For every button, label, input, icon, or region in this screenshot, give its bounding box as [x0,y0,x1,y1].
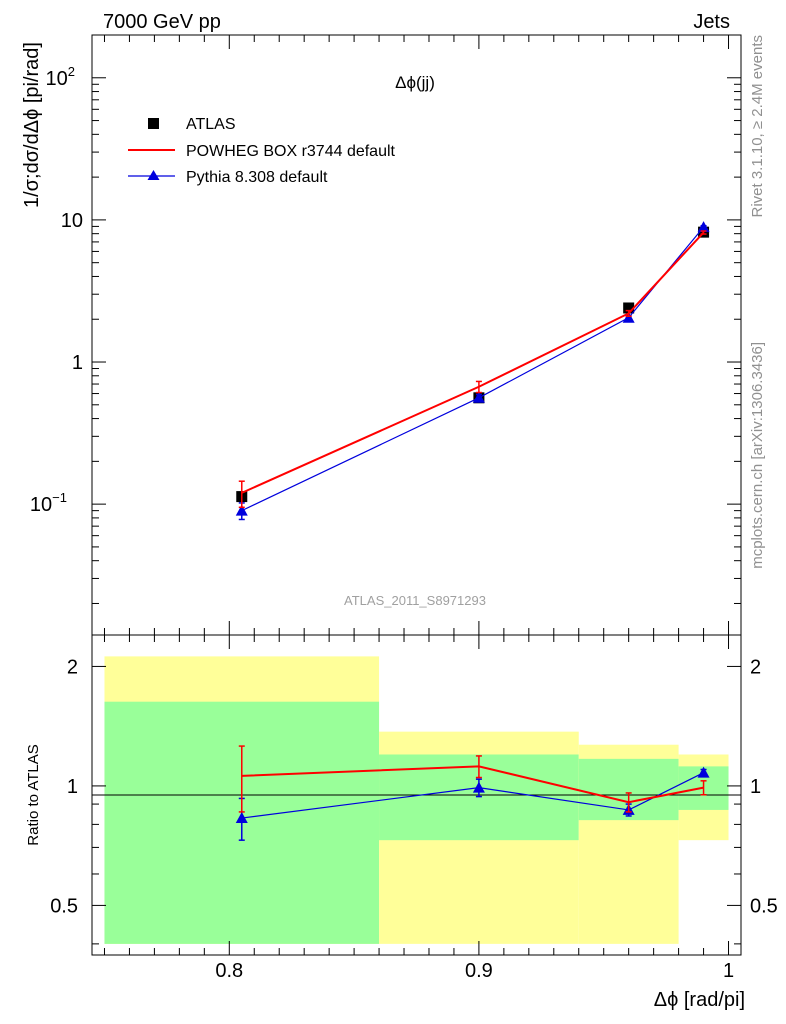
mcplots-label: mcplots.cern.ch [arXiv:1306.3436] [749,342,766,569]
y-tick-label-right: 1 [750,776,761,798]
main-x-ticks [103,35,730,635]
pythia-ratio-point [235,812,248,824]
pythia-line [241,226,705,512]
x-tick-label: 1 [723,960,734,982]
x-tick-label: 0.9 [465,960,493,982]
pythia-ratio-point [472,781,485,793]
y-tick-label: 1 [67,776,78,798]
header-process: Jets [693,11,730,33]
y-tick-label-right: 0.5 [750,895,778,917]
y-tick-label: 1 [72,352,83,374]
legend-entry-powheg: POWHEG BOX r3744 default [128,143,396,160]
atlas-point [623,302,635,314]
pythia-point [622,311,635,323]
legend-label-pythia: Pythia 8.308 default [186,169,328,186]
main-y-axis-label: 1/σ;dσ/dΔϕ [pi/rad] [21,42,43,208]
y-tick-label: 2 [67,656,78,678]
header-collision: 7000 GeV pp [103,11,221,33]
x-tick-label: 0.8 [215,960,243,982]
legend-entry-atlas: ATLAS [148,116,236,133]
y-tick-label: 10 [61,210,83,232]
ratio-y-ticks: 0.5 0.5 1 1 2 2 [50,656,778,945]
pythia-point [697,221,710,233]
x-axis-label: Δϕ [rad/pi] [654,989,745,1011]
ratio-panel-frame [91,634,742,956]
y-tick-label-right: 2 [750,656,761,678]
legend-marker-pythia [147,170,160,180]
legend-label-powheg: POWHEG BOX r3744 default [186,143,396,160]
ratio-series-layer [235,745,710,841]
y-tick-exponent: −1 [52,490,67,505]
pythia-point [235,504,248,516]
y-tick-label: 0.5 [50,895,78,917]
y-tick-exponent: 2 [68,64,75,79]
ratio-y-axis-label: Ratio to ATLAS [25,744,42,845]
rivet-version-label: Rivet 3.1.10, ≥ 2.4M events [749,35,766,218]
pythia-point [472,391,485,403]
main-series-layer [235,221,710,521]
main-panel: 10−1 1 10 102 Δϕ(jj) 1/σ;dσ/dΔϕ [pi/rad] AT… [21,34,742,636]
main-y-ticks: 10−1 1 10 102 [30,34,741,604]
powheg-line [241,231,705,494]
legend-entry-pythia: Pythia 8.308 default [128,169,328,186]
ratio-panel: 0.5 0.5 1 1 2 2 0.8 0.9 1 Ratio to ATLAS Δϕ [ra… [25,634,778,1011]
y-tick-label: 102 [46,64,75,90]
pythia-ratio-line [241,772,704,819]
legend-marker-atlas [148,118,159,129]
watermark: ATLAS_2011_S8971293 [344,593,486,608]
legend-label-atlas: ATLAS [186,116,236,133]
y-tick-label: 10−1 [30,490,67,516]
powheg-ratio-line [241,765,704,804]
ratio-x-ticks: 0.8 0.9 1 [103,635,734,982]
legend: ATLAS POWHEG BOX r3744 default Pythia 8.… [128,116,396,186]
pythia-ratio-point [697,766,710,778]
main-panel-title: Δϕ(jj) [395,73,435,92]
